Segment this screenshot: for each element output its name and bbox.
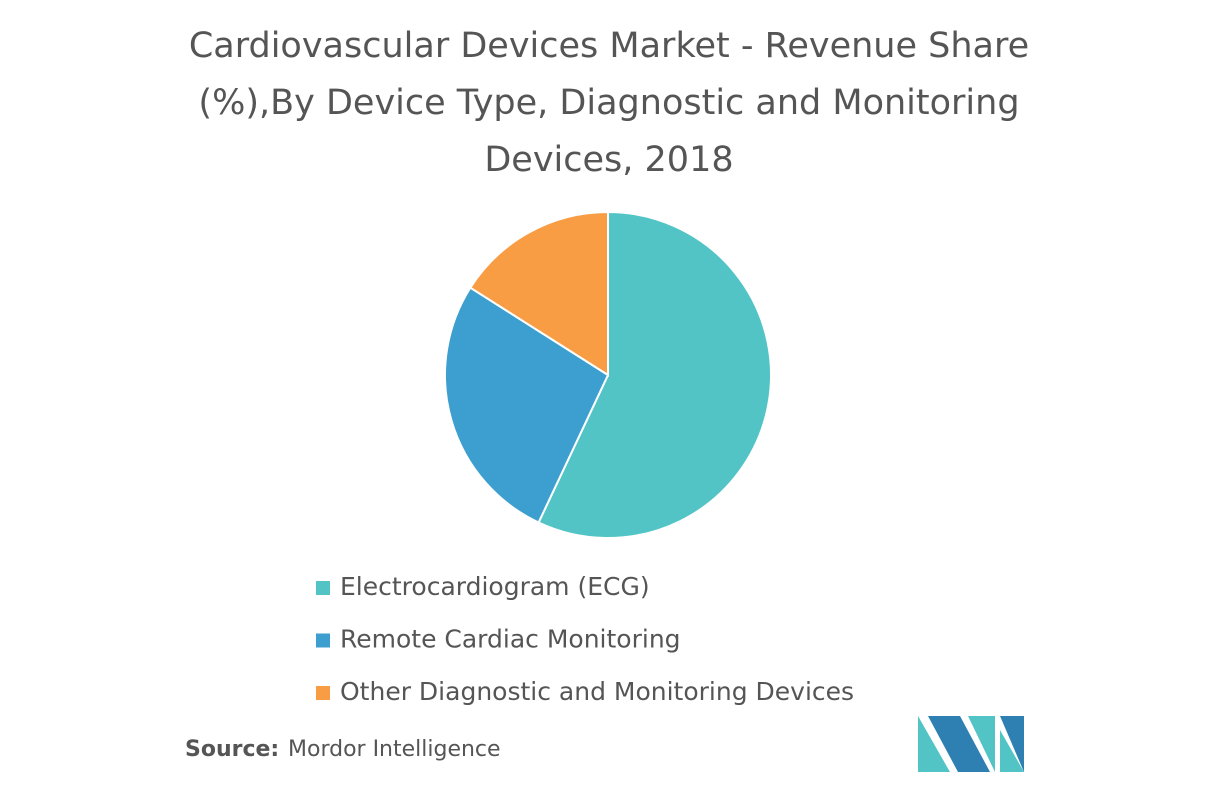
source-label: Source: (185, 737, 279, 762)
pie (444, 210, 772, 539)
pie-slice (537, 210, 772, 539)
logo-part (1000, 730, 1024, 772)
legend-label: Electrocardiogram (ECG) (340, 572, 650, 601)
logo-part (1000, 716, 1024, 772)
logo-part (928, 716, 990, 772)
logo (918, 716, 1024, 772)
logo-part (918, 716, 950, 772)
chart-title-group: Cardiovascular Devices Market - Revenue … (189, 26, 1029, 180)
pie-slice (468, 210, 609, 377)
chart-title: Cardiovascular Devices Market - Revenue … (189, 26, 1029, 180)
legend-label: Other Diagnostic and Monitoring Devices (340, 677, 854, 706)
logo-part (968, 716, 995, 772)
pie-slice (444, 286, 610, 524)
legend-label: Remote Cardiac Monitoring (340, 625, 681, 654)
legend-swatch (316, 633, 330, 648)
legend-swatch (316, 581, 330, 595)
legend-swatch (316, 686, 330, 700)
source-text: Mordor Intelligence (288, 737, 501, 762)
legend: Electrocardiogram (ECG) Remote Cardiac Mo… (316, 572, 854, 706)
